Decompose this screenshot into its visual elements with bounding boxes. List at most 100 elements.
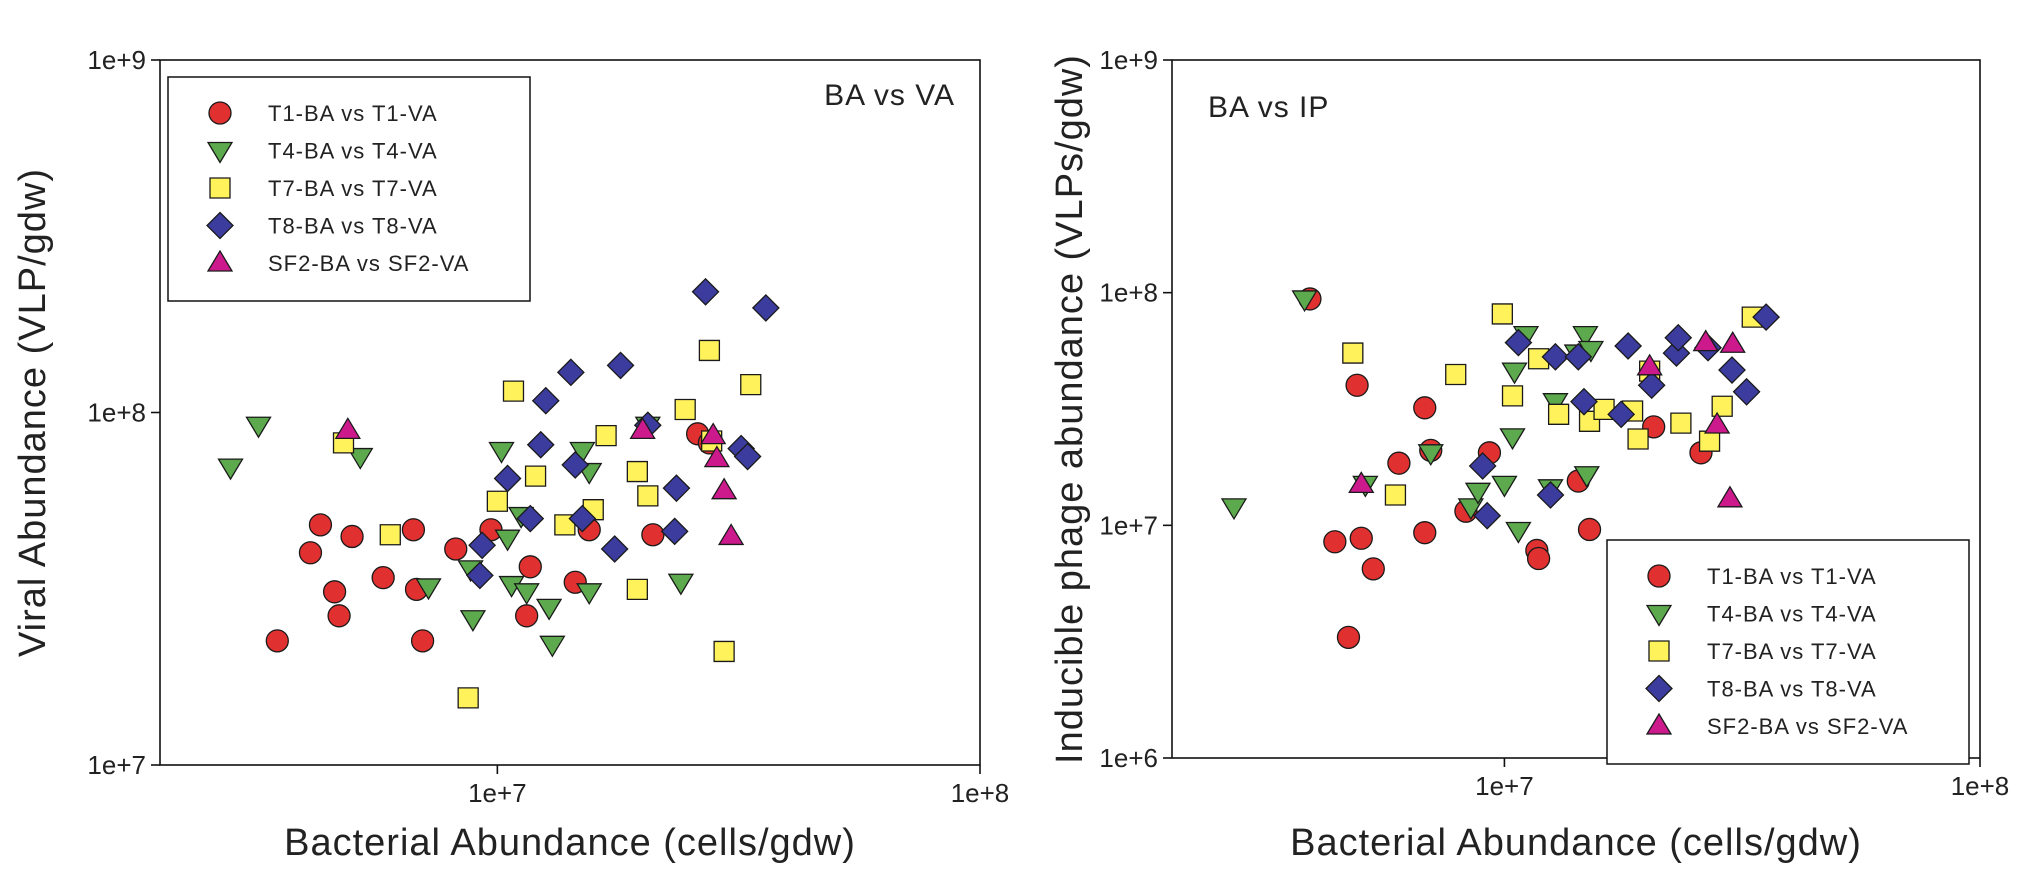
- data-point-T8: [1541, 342, 1570, 371]
- data-point-T1: [401, 518, 426, 542]
- data-point-T8: [751, 294, 780, 322]
- data-point-T8: [1607, 400, 1636, 429]
- data-point-T1: [298, 541, 323, 565]
- data-point-SF2: [1719, 331, 1746, 353]
- panel-title: BA vs VA: [824, 79, 955, 112]
- data-point-T1: [1413, 521, 1437, 545]
- data-point-T4: [1501, 362, 1528, 385]
- data-point-T4: [535, 598, 563, 621]
- data-point-T4: [494, 529, 521, 552]
- data-point-T1: [327, 604, 351, 628]
- data-point-SF2: [1716, 485, 1744, 508]
- legend-marker-SF2: [1645, 712, 1673, 735]
- data-point-T1: [515, 604, 539, 628]
- series-T4: [1220, 290, 1605, 544]
- data-point-T1: [308, 513, 333, 537]
- data-point-T4: [1291, 290, 1318, 313]
- data-point-T7: [674, 398, 696, 421]
- data-point-T1: [322, 580, 347, 604]
- data-point-T4: [459, 610, 487, 632]
- series-T8: [1468, 303, 1781, 530]
- x-tick-label: 1e+7: [468, 778, 527, 808]
- data-point-T4: [217, 458, 244, 481]
- x-tick-label: 1e+7: [1475, 771, 1534, 801]
- data-point-SF2: [700, 422, 727, 445]
- data-point-T8: [691, 277, 720, 306]
- data-point-T7: [626, 578, 648, 600]
- panel-title: BA vs IP: [1208, 91, 1329, 124]
- data-point-SF2: [1636, 353, 1663, 376]
- data-point-T7: [1445, 363, 1467, 386]
- data-point-T1: [1526, 546, 1551, 571]
- data-point-SF2: [629, 417, 656, 439]
- data-point-T8: [600, 535, 629, 563]
- legend-marker-T4: [206, 141, 234, 164]
- data-point-T4: [513, 583, 540, 606]
- legend: T1-BA vs T1-VA T4-BA vs T4-VA T7-BA vs T7-…: [167, 76, 531, 302]
- data-point-T7: [595, 424, 617, 447]
- data-point-SF2: [1692, 329, 1719, 352]
- data-point-T7: [457, 687, 479, 709]
- data-point-T1: [1361, 557, 1385, 581]
- legend-marker-T1: [208, 101, 232, 125]
- data-point-T7: [740, 373, 762, 396]
- data-point-T8: [531, 386, 560, 415]
- chart-panel-1: 1e+7 1e+8 1e+9 1e+7 1e+8 Bacterial Abundance …: [12, 45, 1009, 864]
- legend-marker-SF2: [206, 249, 234, 272]
- data-point-T1: [1577, 517, 1602, 542]
- x-tick-label: 1e+8: [1951, 771, 2010, 801]
- data-point-T4: [576, 583, 603, 606]
- data-point-T8: [1664, 323, 1693, 352]
- data-point-T4: [1464, 482, 1492, 505]
- data-point-T4: [1491, 475, 1518, 498]
- data-point-T8: [662, 474, 691, 503]
- series-T8: [465, 277, 780, 590]
- data-point-T4: [488, 441, 515, 464]
- data-point-T8: [561, 451, 590, 479]
- plot-frame: [1171, 59, 1981, 759]
- data-point-T7: [1670, 412, 1692, 434]
- data-point-T1: [371, 566, 395, 590]
- data-point-T7: [1547, 403, 1570, 425]
- legend-label-SF2: SF2-BA vs SF2-VA: [268, 251, 469, 276]
- data-point-T7: [1527, 348, 1550, 370]
- legend-label-SF2: SF2-BA vs SF2-VA: [1707, 714, 1908, 739]
- data-point-T8: [660, 517, 689, 546]
- data-point-T4: [1505, 521, 1532, 544]
- data-point-T4: [539, 635, 566, 658]
- y-tick-label: 1e+7: [87, 750, 146, 780]
- data-point-T1: [340, 524, 364, 549]
- data-point-T4: [1417, 444, 1444, 467]
- data-point-T8: [606, 351, 635, 380]
- data-point-T7: [1698, 430, 1721, 452]
- data-point-T8: [1718, 356, 1746, 384]
- data-point-T7: [1491, 303, 1513, 325]
- data-point-T1: [518, 555, 542, 579]
- data-point-T4: [347, 447, 374, 470]
- data-point-T8: [468, 531, 497, 560]
- legend-label-T1: T1-BA vs T1-VA: [268, 101, 438, 126]
- legend-label-T4: T4-BA vs T4-VA: [268, 139, 438, 164]
- y-tick-label: 1e+8: [1099, 278, 1158, 308]
- data-point-T7: [1384, 484, 1407, 506]
- legend-marker-T4: [1645, 604, 1673, 627]
- data-point-T4: [1457, 498, 1484, 521]
- data-point-T4: [1499, 428, 1526, 451]
- data-point-T8: [1614, 332, 1643, 360]
- data-point-T7: [1501, 385, 1524, 407]
- data-point-T1: [1323, 530, 1347, 554]
- legend-marker-T8: [206, 211, 234, 240]
- data-point-T8: [516, 504, 545, 533]
- legend-label-T8: T8-BA vs T8-VA: [268, 214, 438, 239]
- data-point-T8: [1637, 371, 1666, 400]
- data-point-T7: [637, 485, 659, 507]
- y-tick-label: 1e+9: [1099, 45, 1158, 75]
- data-point-T8: [1504, 328, 1533, 357]
- series-SF2: [1348, 329, 1746, 508]
- data-point-T8: [733, 442, 762, 471]
- data-point-SF2: [703, 445, 731, 468]
- data-point-T8: [526, 430, 555, 459]
- data-point-T7: [486, 490, 509, 512]
- legend-label-T1: T1-BA vs T1-VA: [1707, 564, 1877, 589]
